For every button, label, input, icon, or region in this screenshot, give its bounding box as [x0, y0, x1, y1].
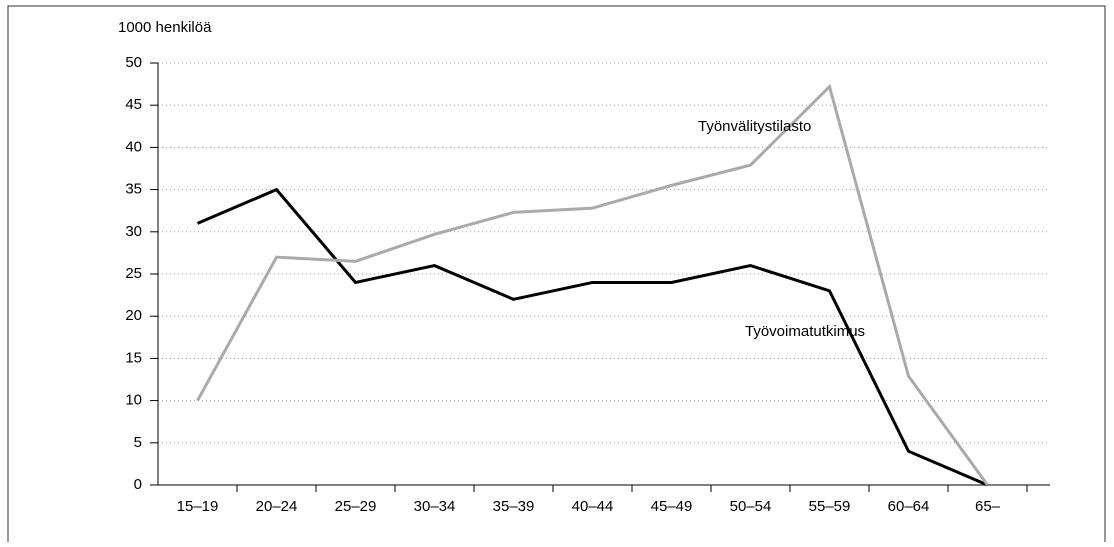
- x-tick-label: 15–19: [177, 498, 219, 515]
- x-tick-label: 45–49: [651, 498, 693, 515]
- series-label: Työnvälitystilasto: [698, 118, 811, 135]
- y-tick-label: 15: [125, 349, 142, 366]
- y-tick-label: 10: [125, 392, 142, 409]
- x-tick-label: 40–44: [572, 498, 614, 515]
- x-tick-label: 35–39: [493, 498, 535, 515]
- y-tick-label: 25: [125, 265, 142, 282]
- x-tick-label: 30–34: [414, 498, 456, 515]
- y-tick-label: 0: [134, 476, 142, 493]
- x-tick-label: 55–59: [809, 498, 851, 515]
- y-tick-label: 50: [125, 54, 142, 71]
- x-tick-label: 65–: [975, 498, 1001, 515]
- x-tick-label: 60–64: [888, 498, 930, 515]
- y-tick-label: 20: [125, 307, 142, 324]
- line-series: [196, 187, 989, 487]
- y-tick-label: 30: [125, 223, 142, 240]
- series-label: Työvoimatutkimus: [745, 323, 865, 340]
- x-tick-label: 20–24: [256, 498, 298, 515]
- x-tick-label: 25–29: [335, 498, 377, 515]
- y-tick-label: 45: [125, 96, 142, 113]
- y-tick-label: 35: [125, 181, 142, 198]
- line-series: [196, 83, 989, 486]
- y-tick-label: 5: [134, 434, 142, 451]
- y-axis-label: 1000 henkilöä: [118, 19, 212, 36]
- x-tick-label: 50–54: [730, 498, 772, 515]
- y-tick-label: 40: [125, 138, 142, 155]
- frame: [7, 5, 1106, 547]
